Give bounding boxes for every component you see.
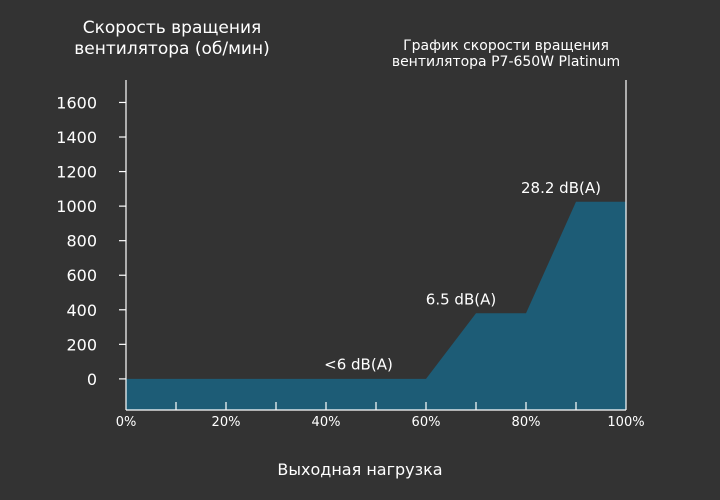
annotation-label: <6 dB(A) <box>324 355 393 373</box>
y-tick-label: 0 <box>87 370 97 389</box>
x-axis-label: Выходная нагрузка <box>277 460 443 479</box>
y-tick-label: 600 <box>66 266 97 285</box>
y-axis-label: Скорость вращения вентилятора (об/мин) <box>74 18 270 59</box>
x-tick-label: 40% <box>312 415 341 430</box>
annotation-label: 28.2 dB(A) <box>521 179 601 197</box>
x-tick-label: 0% <box>116 415 137 430</box>
x-tick-label: 80% <box>512 415 541 430</box>
chart-title: График скорости вращения вентилятора P7-… <box>391 38 621 70</box>
y-tick-label: 1400 <box>56 128 97 147</box>
x-tick-label: 20% <box>212 415 241 430</box>
y-tick-label: 400 <box>66 301 97 320</box>
y-tick-label: 200 <box>66 335 97 354</box>
annotation-label: 6.5 dB(A) <box>426 291 496 309</box>
y-tick-label: 1000 <box>56 197 97 216</box>
x-tick-label: 100% <box>607 415 644 430</box>
x-tick-label: 60% <box>412 415 441 430</box>
area-series <box>126 201 626 410</box>
y-tick-label: 1600 <box>56 93 97 112</box>
y-tick-label: 800 <box>66 232 97 251</box>
y-tick-label: 1200 <box>56 163 97 182</box>
